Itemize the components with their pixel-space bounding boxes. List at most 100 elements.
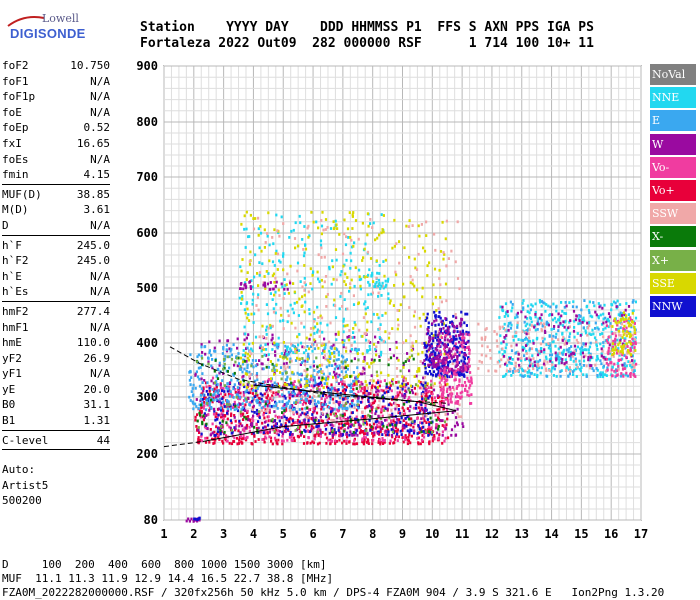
echo-point bbox=[408, 409, 411, 413]
echo-point bbox=[425, 421, 428, 424]
echo-point bbox=[413, 310, 416, 314]
echo-point bbox=[313, 338, 316, 342]
echo-point bbox=[298, 415, 301, 419]
echo-point bbox=[248, 375, 251, 378]
echo-point bbox=[242, 399, 246, 402]
echo-point bbox=[359, 424, 362, 428]
echo-point bbox=[621, 316, 624, 320]
echo-point bbox=[613, 317, 616, 321]
echo-point bbox=[445, 423, 448, 427]
echo-point bbox=[195, 398, 198, 401]
echo-point bbox=[515, 313, 518, 317]
echo-point bbox=[313, 407, 316, 410]
echo-point bbox=[545, 303, 548, 306]
echo-point bbox=[509, 300, 512, 304]
echo-point bbox=[331, 430, 334, 434]
echo-point bbox=[297, 343, 300, 347]
echo-point bbox=[317, 277, 320, 281]
echo-point bbox=[600, 354, 603, 358]
echo-point bbox=[237, 391, 240, 394]
echo-point bbox=[298, 373, 301, 376]
echo-point bbox=[590, 333, 593, 336]
echo-point bbox=[333, 428, 336, 431]
echo-point bbox=[299, 383, 302, 387]
echo-point bbox=[265, 348, 268, 351]
echo-point bbox=[410, 354, 414, 358]
echo-point bbox=[417, 252, 420, 256]
echo-point bbox=[377, 404, 380, 407]
echo-point bbox=[416, 384, 420, 388]
echo-point bbox=[456, 412, 459, 416]
echo-point bbox=[458, 368, 462, 372]
echo-point bbox=[437, 342, 440, 345]
echo-point bbox=[357, 406, 360, 410]
echo-point bbox=[311, 349, 314, 353]
echo-point bbox=[257, 438, 260, 441]
echo-point bbox=[215, 385, 218, 389]
echo-point bbox=[420, 403, 423, 407]
param-label: hmE bbox=[2, 336, 22, 350]
echo-point bbox=[470, 393, 473, 396]
echo-point bbox=[431, 346, 434, 350]
echo-point bbox=[200, 377, 203, 381]
echo-point bbox=[428, 356, 431, 360]
echo-point bbox=[369, 341, 372, 344]
echo-point bbox=[212, 397, 215, 401]
echo-point bbox=[378, 283, 381, 286]
echo-point bbox=[575, 314, 578, 318]
echo-point bbox=[226, 407, 229, 411]
echo-point bbox=[442, 251, 445, 254]
echo-point bbox=[542, 362, 546, 366]
echo-point bbox=[348, 289, 351, 293]
echo-point bbox=[213, 389, 216, 393]
echo-point bbox=[591, 367, 594, 370]
echo-point bbox=[294, 359, 298, 362]
echo-point bbox=[341, 434, 344, 437]
echo-point bbox=[455, 316, 458, 320]
echo-point bbox=[560, 369, 563, 372]
echo-point bbox=[345, 385, 348, 389]
echo-point bbox=[623, 363, 626, 367]
echo-point bbox=[577, 341, 580, 345]
echo-point bbox=[261, 400, 264, 403]
x-tick-label: 7 bbox=[339, 527, 346, 541]
echo-point bbox=[363, 275, 366, 279]
param-separator bbox=[2, 449, 110, 451]
echo-point bbox=[500, 341, 503, 345]
echo-point bbox=[601, 306, 604, 310]
echo-point bbox=[294, 347, 297, 351]
echo-point bbox=[244, 311, 247, 315]
echo-point bbox=[371, 432, 374, 435]
echo-point bbox=[396, 356, 399, 360]
echo-point bbox=[312, 419, 315, 422]
echo-point bbox=[538, 299, 541, 302]
echo-point bbox=[212, 398, 215, 402]
echo-point bbox=[332, 431, 335, 435]
echo-point bbox=[319, 429, 322, 432]
echo-point bbox=[460, 384, 463, 387]
echo-point bbox=[544, 367, 548, 371]
echo-point bbox=[213, 430, 216, 434]
echo-point bbox=[493, 330, 496, 333]
echo-point bbox=[377, 295, 380, 298]
echo-point bbox=[367, 293, 370, 297]
echo-point bbox=[403, 409, 406, 413]
echo-point bbox=[318, 364, 322, 367]
echo-point bbox=[251, 341, 254, 345]
echo-point bbox=[439, 383, 442, 387]
echo-point bbox=[274, 276, 277, 280]
echo-point bbox=[632, 361, 635, 365]
echo-point bbox=[585, 348, 588, 352]
echo-point bbox=[456, 330, 459, 333]
echo-point bbox=[258, 246, 261, 250]
echo-point bbox=[506, 310, 509, 313]
autoscale-info-line: Auto: bbox=[2, 463, 36, 477]
echo-point bbox=[329, 412, 332, 416]
echo-point bbox=[313, 409, 316, 413]
echo-point bbox=[444, 436, 447, 440]
echo-point bbox=[344, 370, 347, 374]
echo-point bbox=[448, 392, 451, 396]
echo-point bbox=[353, 241, 356, 245]
echo-point bbox=[304, 300, 307, 304]
echo-point bbox=[211, 400, 214, 404]
